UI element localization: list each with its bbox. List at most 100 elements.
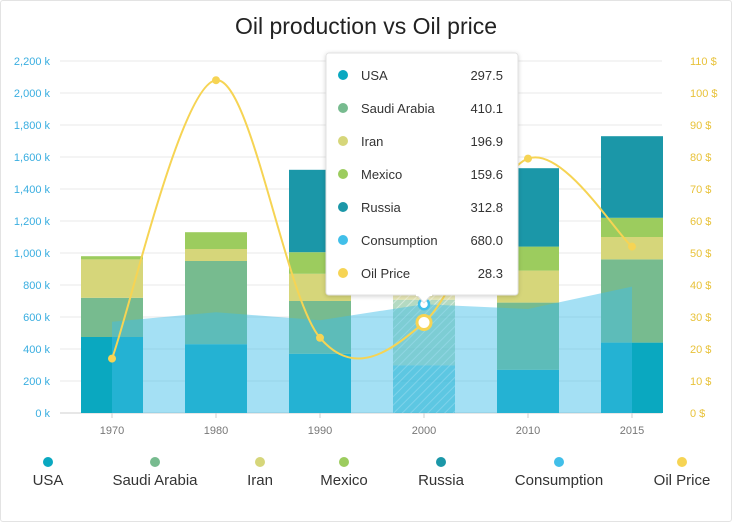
- oil-price-point-1970: [108, 354, 116, 363]
- oil-price-point-1990: [316, 333, 324, 342]
- x-tick-label: 1970: [100, 425, 124, 437]
- legend-label: Mexico: [320, 472, 368, 489]
- tooltip-series-value: 196.9: [470, 134, 503, 149]
- legend-label: USA: [33, 472, 64, 489]
- bar-saudi-arabia-1980: [185, 261, 247, 345]
- tooltip-series-name: Russia: [361, 200, 402, 215]
- x-tick-label: 2015: [620, 425, 644, 437]
- bar-saudi-arabia-2015: [601, 259, 663, 343]
- bar-saudi-arabia-1970: [81, 297, 143, 337]
- y-left-tick-label: 800 k: [23, 280, 50, 292]
- bar-saudi-arabia-1990: [289, 301, 351, 354]
- y-right-tick-label: 90 $: [690, 120, 711, 132]
- x-tick-label: 2010: [516, 425, 540, 437]
- bar-saudi-arabia-2010: [497, 302, 559, 370]
- tooltip-series-value: 680.0: [470, 233, 503, 248]
- consumption-area: [112, 286, 632, 413]
- tooltip-series-name: Mexico: [361, 167, 402, 182]
- legend: USA Saudi Arabia Iran Mexico Russia Consumpti…: [33, 457, 711, 489]
- y-right-tick-label: 110 $: [690, 56, 717, 68]
- legend-label: Iran: [247, 472, 273, 489]
- tooltip-series-name: Iran: [361, 134, 383, 149]
- bar-iran-1980: [185, 249, 247, 261]
- tooltip-marker: [338, 235, 348, 245]
- legend-marker-consumption: [554, 457, 564, 467]
- tooltip-series-value: 297.5: [470, 68, 503, 83]
- tooltip-pointer-mask: [416, 293, 432, 296]
- tooltip-marker: [338, 136, 348, 146]
- bar-mexico-2015: [601, 217, 663, 237]
- oil-price-line: [108, 76, 636, 363]
- tooltip: USA 297.5 Saudi Arabia 410.1 Iran 196.9 Mexico…: [325, 52, 519, 304]
- legend-label: Oil Price: [654, 472, 711, 489]
- oil-price-point-hover-2000: [415, 313, 433, 331]
- bar-usa-1980: [185, 344, 247, 413]
- y-left-tick-label: 2,000 k: [14, 88, 51, 100]
- legend-marker-iran: [255, 457, 265, 467]
- y-axis-right: 0 $ 10 $ 20 $ 30 $ 40 $ 50 $ 60 $ 70 $ 80 $ 90 $ 1…: [690, 56, 718, 420]
- bar-usa-2000-hatch: [393, 365, 455, 413]
- y-axis-left: 0 k 200 k 400 k 600 k 800 k 1,000 k 1,200 k 1,4…: [14, 56, 51, 420]
- x-tick-label: 1980: [204, 425, 228, 437]
- x-tick-label: 1990: [308, 425, 332, 437]
- y-left-tick-label: 200 k: [23, 376, 50, 388]
- x-axis: 1970 1980 1990 2000 2010 2015: [100, 413, 644, 437]
- tooltip-marker: [338, 202, 348, 212]
- bar-iran-1970: [81, 259, 143, 298]
- legend-label: Russia: [418, 472, 465, 489]
- consumption-area-fill: [112, 286, 632, 413]
- tooltip-series-value: 410.1: [470, 101, 503, 116]
- bar-usa-2015: [601, 342, 663, 413]
- tooltip-marker: [338, 103, 348, 113]
- bar-saudi-arabia-2000-hatch: [393, 299, 455, 366]
- oil-price-point-2010: [524, 154, 532, 163]
- y-right-tick-label: 0 $: [690, 408, 705, 420]
- bar-mexico-1970: [81, 256, 143, 260]
- legend-label: Saudi Arabia: [112, 472, 198, 489]
- y-left-tick-label: 1,200 k: [14, 216, 51, 228]
- tooltip-marker: [338, 268, 348, 278]
- y-left-tick-label: 0 k: [35, 408, 50, 420]
- oil-price-point-2015: [628, 242, 636, 251]
- tooltip-series-value: 28.3: [478, 266, 503, 281]
- legend-marker-oil-price: [677, 457, 687, 467]
- y-right-tick-label: 100 $: [690, 88, 718, 100]
- y-right-tick-label: 70 $: [690, 184, 711, 196]
- tooltip-marker: [338, 169, 348, 179]
- bar-usa-1970: [81, 337, 143, 413]
- y-right-tick-label: 40 $: [690, 280, 711, 292]
- y-right-tick-label: 50 $: [690, 248, 711, 260]
- legend-marker-usa: [43, 457, 53, 467]
- bar-russia-2015: [601, 136, 663, 218]
- y-right-tick-label: 30 $: [690, 312, 711, 324]
- tooltip-series-value: 312.8: [470, 200, 503, 215]
- tooltip-series-name: Consumption: [361, 233, 438, 248]
- legend-marker-russia: [436, 457, 446, 467]
- y-left-tick-label: 1,800 k: [14, 120, 51, 132]
- y-right-tick-label: 80 $: [690, 152, 711, 164]
- y-left-tick-label: 400 k: [23, 344, 50, 356]
- legend-marker-mexico: [339, 457, 349, 467]
- tooltip-series-name: USA: [361, 68, 388, 83]
- y-left-tick-label: 600 k: [23, 312, 50, 324]
- y-left-tick-label: 1,600 k: [14, 152, 51, 164]
- oil-price-point-1980: [212, 76, 220, 85]
- x-tick-label: 2000: [412, 425, 436, 437]
- bar-usa-1990: [289, 353, 351, 413]
- tooltip-marker: [338, 70, 348, 80]
- legend-marker-saudi-arabia: [150, 457, 160, 467]
- chart-title: Oil production vs Oil price: [235, 13, 497, 39]
- legend-label: Consumption: [515, 472, 603, 489]
- y-left-tick-label: 1,000 k: [14, 248, 51, 260]
- y-right-tick-label: 10 $: [690, 376, 711, 388]
- bar-usa-2010: [497, 369, 559, 413]
- y-right-tick-label: 20 $: [690, 344, 711, 356]
- tooltip-series-name: Saudi Arabia: [361, 101, 435, 116]
- tooltip-series-value: 159.6: [470, 167, 503, 182]
- y-right-tick-label: 60 $: [690, 216, 711, 228]
- tooltip-series-name: Oil Price: [361, 266, 410, 281]
- y-left-tick-label: 2,200 k: [14, 56, 51, 68]
- bar-mexico-1980: [185, 232, 247, 249]
- y-left-tick-label: 1,400 k: [14, 184, 51, 196]
